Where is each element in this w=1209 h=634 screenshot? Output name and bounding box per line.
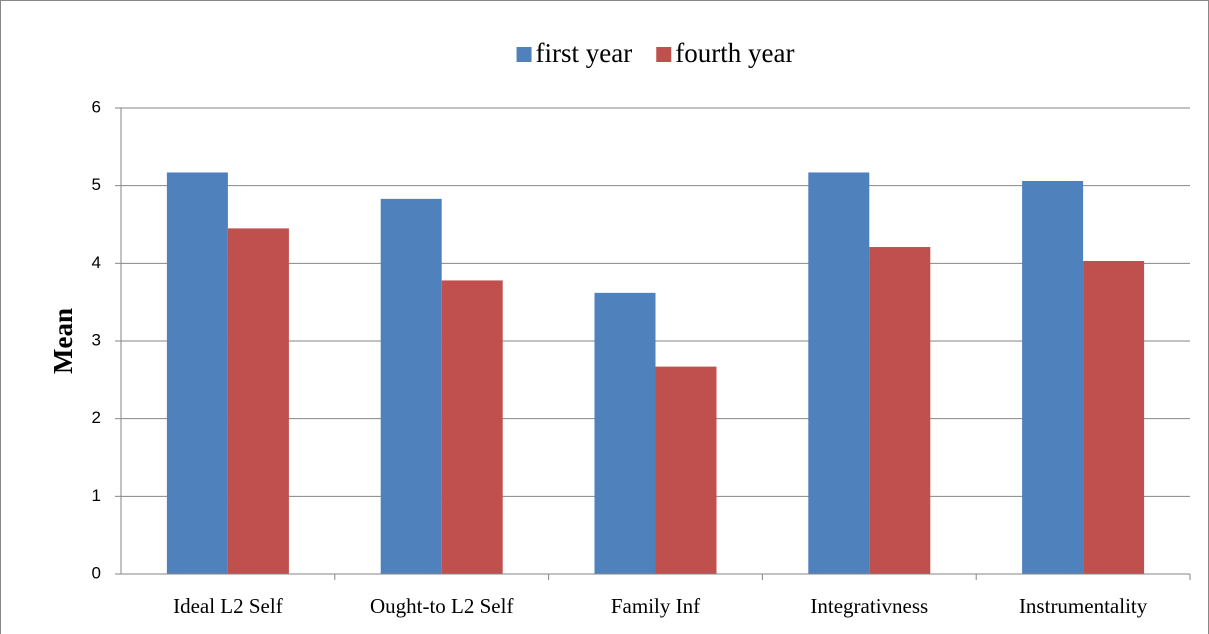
bar xyxy=(594,292,656,574)
y-tick-label: 0 xyxy=(92,563,101,582)
x-tick-label: Ought-to L2 Self xyxy=(370,594,513,618)
x-tick-label: Instrumentality xyxy=(1019,594,1148,618)
y-axis-label: Mean xyxy=(48,308,78,374)
bar xyxy=(227,228,289,574)
bar xyxy=(808,172,870,575)
bar xyxy=(166,172,228,575)
y-tick-label: 4 xyxy=(92,253,101,272)
bar xyxy=(1083,261,1145,574)
legend-swatch xyxy=(516,47,532,62)
y-tick-label: 2 xyxy=(92,408,101,427)
bar xyxy=(380,198,442,574)
legend-label: fourth year xyxy=(675,38,794,68)
bar xyxy=(1022,181,1084,575)
bar xyxy=(441,280,503,574)
y-tick-label: 6 xyxy=(92,97,101,116)
y-tick-label: 3 xyxy=(92,330,101,349)
x-tick-label: Integrativness xyxy=(810,594,928,618)
legend-swatch xyxy=(656,47,672,62)
bar xyxy=(869,247,931,575)
x-tick-label: Ideal L2 Self xyxy=(173,594,283,618)
y-tick-label: 5 xyxy=(92,175,101,194)
y-tick-label: 1 xyxy=(92,486,101,505)
legend-label: first year xyxy=(536,38,633,68)
bar xyxy=(655,366,717,574)
x-tick-label: Family Inf xyxy=(611,594,700,618)
